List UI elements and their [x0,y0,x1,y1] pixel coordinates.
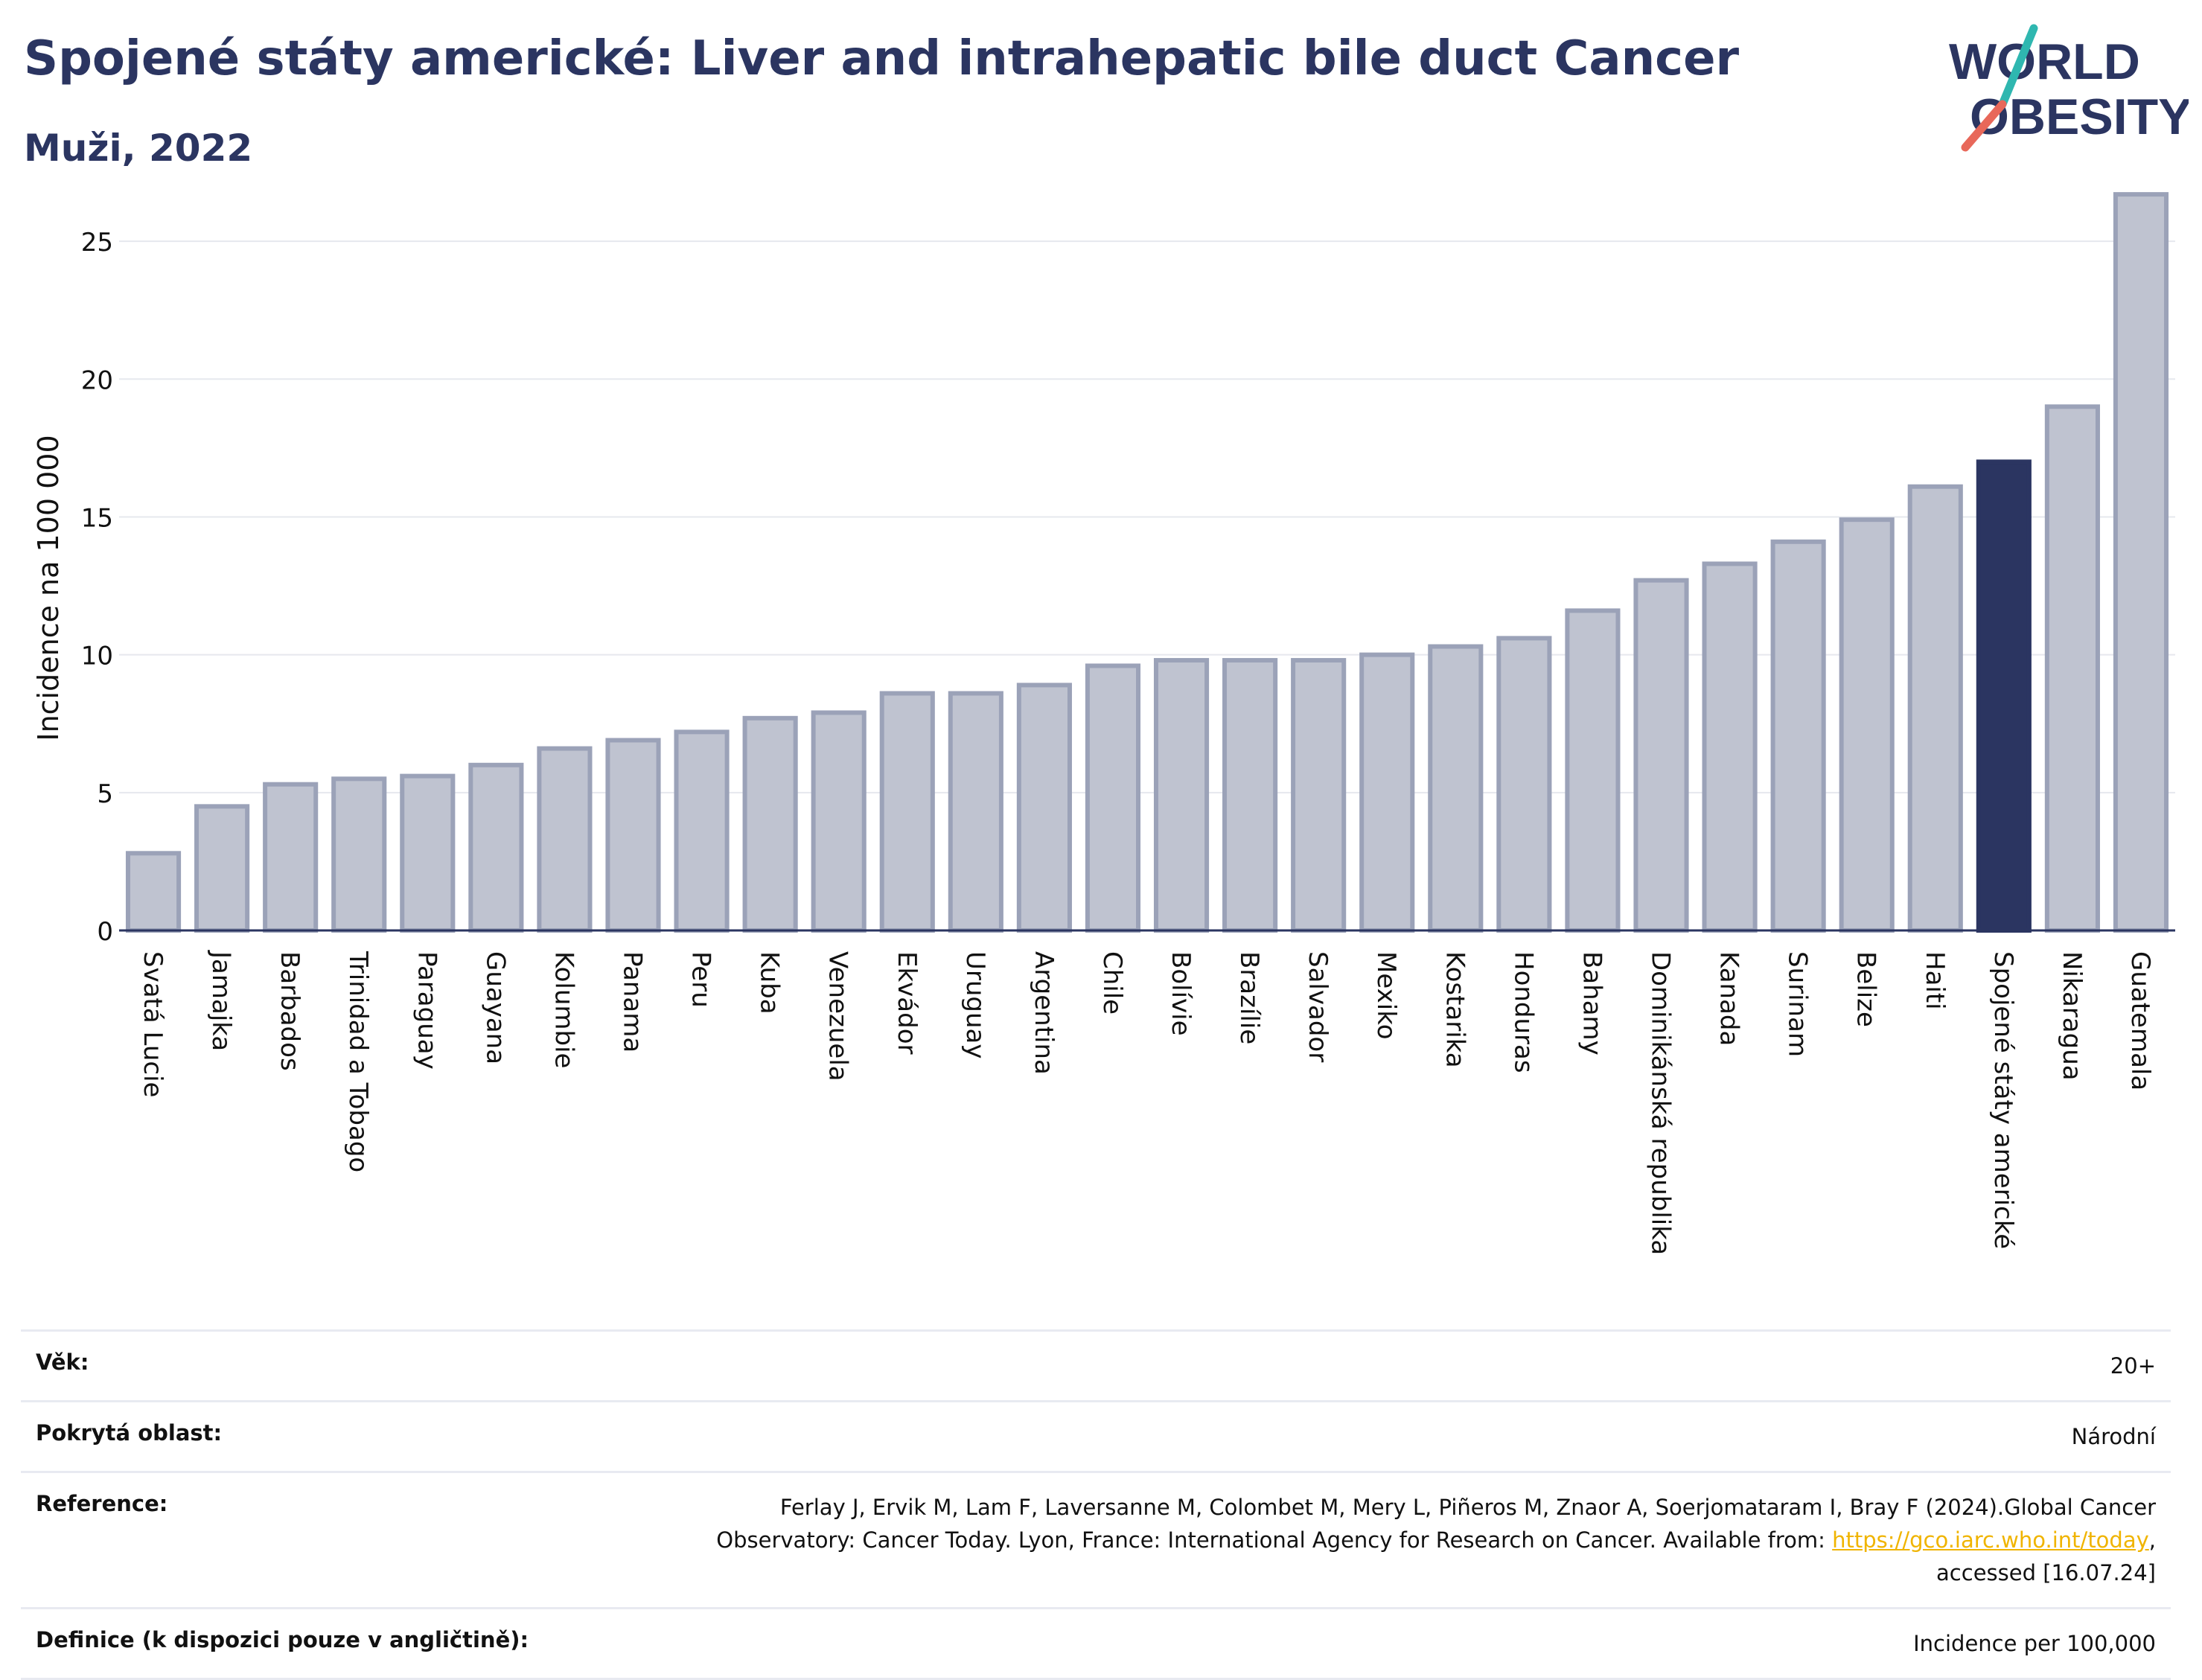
logo-slash-coral [1961,100,2007,152]
x-tick-label: Ekvádor [892,951,922,1055]
x-tick-label: Chile [1097,951,1127,1015]
grid-lines [119,240,2175,793]
x-tick-label: Panama [618,951,648,1053]
bar [1153,658,1210,933]
bar [674,729,730,933]
x-tick-label: Spojené státy americké [1988,951,2018,1249]
reference-line-2-end: , [2148,1527,2156,1553]
bar [1222,658,1278,933]
y-tick-label: 20 [81,365,113,395]
bar [1565,608,1621,933]
x-tick-label: Salvador [1303,951,1333,1062]
reference-line-2: Observatory: Cancer Today. Lyon, France:… [716,1527,1833,1553]
bar [1428,644,1484,933]
x-tick-label: Kanada [1714,951,1744,1046]
meta-reference-label: Reference: [36,1491,168,1516]
y-tick-labels: 0 5 10 15 20 25 [81,228,113,947]
x-tick-label: Barbados [275,951,304,1071]
y-axis-label: Incidence na 100 000 [32,435,65,741]
bar [1839,517,1895,933]
y-tick-label: 10 [81,642,113,671]
bar [1291,658,1347,933]
logo-slash-teal [1998,24,2038,109]
bar [537,746,593,933]
reference-link[interactable]: https://gco.iarc.who.int/today [1832,1527,2149,1553]
x-tick-label: Argentina [1029,951,1059,1075]
bar [811,710,867,933]
logo-word-world: WORLD [1949,33,2140,90]
bar [605,738,661,933]
x-tick-label: Guayana [480,951,510,1064]
bar-chart: 0 5 10 15 20 25 Svatá Lucie Jamajka Barbados Tri… [32,192,2175,1255]
bar [400,773,456,933]
x-tick-label: Jamajka [206,950,236,1051]
x-tick-label: Brazílie [1234,951,1264,1044]
x-tick-label: Surinam [1783,951,1813,1057]
bar [468,762,524,933]
meta-row-coverage: Pokrytá oblast: Národní [21,1401,2171,1472]
reference-line-1: Ferlay J, Ervik M, Lam F, Laversanne M, … [779,1495,2156,1520]
meta-row-age: Věk: 20+ [21,1330,2171,1402]
y-tick-label: 15 [81,503,113,533]
meta-age-label: Věk: [36,1350,89,1375]
x-tick-label: Honduras [1508,951,1538,1073]
y-tick-label: 25 [81,228,113,258]
y-tick-label: 0 [97,917,113,947]
x-tick-label: Mexiko [1371,951,1401,1040]
meta-coverage-label: Pokrytá oblast: [36,1420,223,1446]
meta-reference-value: Ferlay J, Ervik M, Lam F, Laversanne M, … [585,1472,2171,1609]
meta-definition-label: Definice (k dispozici pouze v angličtině… [36,1627,529,1652]
meta-definition-value: Incidence per 100,000 [1913,1631,2156,1656]
x-tick-label: Kostarika [1440,951,1469,1068]
bar [1907,484,1963,933]
x-tick-label: Nikaragua [2057,951,2087,1081]
x-tick-labels: Svatá Lucie Jamajka Barbados Trinidad a Tob… [138,950,2155,1255]
chart-title: Spojené státy americké: Liver and intrah… [24,31,1740,86]
bar [263,782,319,933]
x-tick-label: Paraguay [412,951,441,1070]
meta-row-definition: Definice (k dispozici pouze v angličtině… [21,1608,2171,1679]
x-tick-label: Dominikánská republika [1646,951,1676,1255]
bars [125,192,2169,933]
bar [1770,539,1826,933]
meta-age-value: 20+ [2110,1353,2156,1379]
bar [1016,683,1072,933]
bar [1496,636,1552,933]
metadata-table: Věk: 20+ Pokrytá oblast: Národní Referen… [21,1329,2171,1680]
x-tick-label: Svatá Lucie [138,951,167,1097]
bar [2044,404,2100,933]
bar [742,715,798,933]
x-tick-label: Peru [686,951,716,1008]
bar [125,851,182,933]
meta-coverage-value: Národní [2071,1424,2156,1449]
reference-line-3: accessed [16.07.24] [1936,1560,2156,1585]
bar [1633,578,1689,933]
x-tick-label: Venezuela [823,951,853,1082]
x-tick-label: Bahamy [1577,951,1606,1055]
meta-row-reference: Reference: Ferlay J, Ervik M, Lam F, Lav… [21,1472,2171,1609]
bar [1085,663,1141,933]
bar [948,691,1003,933]
chart-subtitle: Muži, 2022 [24,127,253,170]
x-tick-label: Belize [1851,951,1881,1027]
y-tick-label: 5 [97,779,113,809]
bar [1359,652,1415,933]
x-tick-label: Kolumbie [549,951,578,1068]
bar [331,776,387,933]
x-tick-label: Uruguay [960,951,990,1059]
bar-highlighted [1976,459,2032,933]
bar [2113,192,2169,933]
x-tick-label: Haiti [1920,951,1950,1010]
bar [879,691,935,933]
bar [194,804,250,933]
x-tick-label: Trinidad a Tobago [343,951,373,1172]
bar [1702,561,1758,933]
x-tick-label: Guatemala [2125,951,2155,1090]
x-tick-label: Bolívie [1166,951,1196,1036]
x-tick-label: Kuba [755,951,785,1015]
world-obesity-logo: WORLD OBESITY [1949,24,2189,152]
